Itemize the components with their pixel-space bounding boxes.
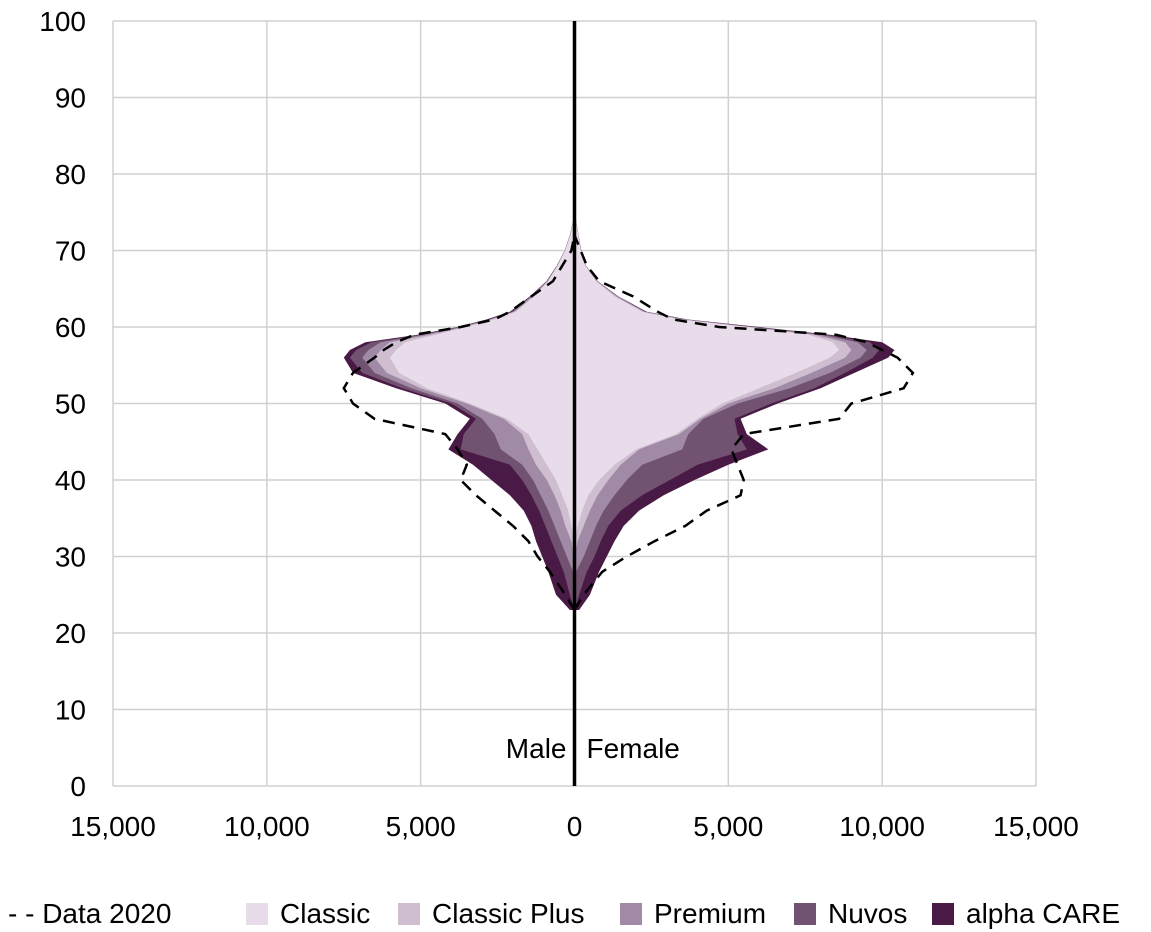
reference-line-male bbox=[342, 212, 576, 611]
legend-item-classic-plus: Classic Plus bbox=[398, 896, 584, 932]
y-tick-label: 80 bbox=[55, 159, 86, 190]
legend-swatch-premium bbox=[620, 903, 642, 925]
y-tick-label: 70 bbox=[55, 236, 86, 267]
y-axis-ticks: 0 10 20 30 40 50 60 70 80 90 100 bbox=[39, 6, 86, 802]
y-tick-label: 50 bbox=[55, 389, 86, 420]
legend-swatch-classic-plus bbox=[398, 903, 420, 925]
legend-label-classic: Classic bbox=[280, 898, 371, 929]
legend-swatch-alpha-care bbox=[932, 903, 954, 925]
population-pyramid-chart: 0 10 20 30 40 50 60 70 80 90 100 15,000 10,000 5,000… bbox=[39, 6, 1079, 842]
legend-item-premium: Premium bbox=[620, 896, 766, 932]
legend: - - Data 2020 Classic Classic Plus Premi… bbox=[0, 896, 1151, 932]
legend-item-data-2020: - - Data 2020 bbox=[8, 896, 171, 932]
y-tick-label: 100 bbox=[39, 6, 86, 37]
y-tick-label: 40 bbox=[55, 465, 86, 496]
x-tick-label: 0 bbox=[567, 811, 583, 842]
y-tick-label: 10 bbox=[55, 695, 86, 726]
x-tick-label: 10,000 bbox=[224, 811, 310, 842]
y-tick-label: 60 bbox=[55, 312, 86, 343]
y-tick-label: 20 bbox=[55, 618, 86, 649]
female-label: Female bbox=[587, 733, 680, 764]
male-label: Male bbox=[506, 733, 567, 764]
legend-item-alpha-care: alpha CARE bbox=[932, 896, 1120, 932]
reference-line-group bbox=[342, 212, 915, 611]
x-tick-label: 5,000 bbox=[386, 811, 456, 842]
legend-label-alpha-care: alpha CARE bbox=[966, 898, 1121, 929]
y-tick-label: 30 bbox=[55, 542, 86, 573]
x-axis-ticks: 15,000 10,000 5,000 0 5,000 10,000 15,000 bbox=[70, 811, 1079, 842]
x-tick-label: 5,000 bbox=[693, 811, 763, 842]
legend-swatch-nuvos bbox=[794, 903, 816, 925]
legend-label-nuvos: Nuvos bbox=[828, 898, 908, 929]
series-areas bbox=[343, 212, 895, 611]
legend-label-classic-plus: Classic Plus bbox=[432, 898, 585, 929]
y-tick-label: 0 bbox=[70, 771, 86, 802]
legend-label-data-2020: - - Data 2020 bbox=[8, 898, 172, 929]
legend-item-nuvos: Nuvos bbox=[794, 896, 907, 932]
legend-swatch-classic bbox=[246, 903, 268, 925]
legend-label-premium: Premium bbox=[654, 898, 767, 929]
y-tick-label: 90 bbox=[55, 83, 86, 114]
x-tick-label: 10,000 bbox=[839, 811, 925, 842]
area-classic bbox=[389, 212, 840, 611]
x-tick-label: 15,000 bbox=[993, 811, 1079, 842]
reference-line-female bbox=[573, 212, 915, 611]
legend-item-classic: Classic bbox=[246, 896, 370, 932]
x-tick-label: 15,000 bbox=[70, 811, 156, 842]
